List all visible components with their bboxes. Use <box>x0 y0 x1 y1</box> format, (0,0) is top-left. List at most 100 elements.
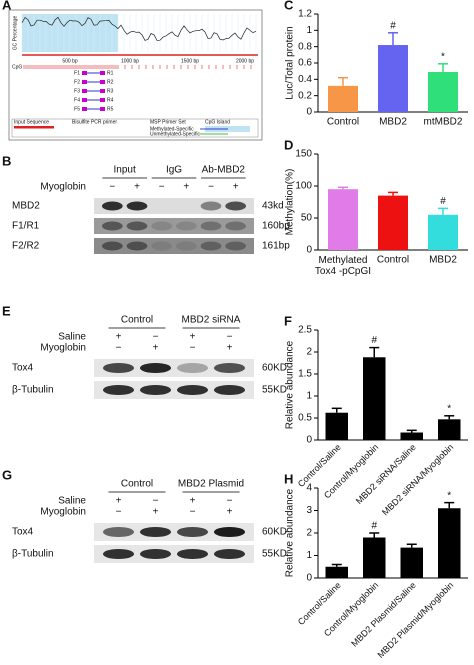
blot-band <box>176 548 209 560</box>
significance-mark: * <box>447 490 451 501</box>
legend-text: MSP Primer Set <box>150 119 186 125</box>
blot-band <box>139 362 172 374</box>
bar <box>378 195 408 250</box>
significance-mark: # <box>390 20 396 31</box>
y-tick-label: 2.5 <box>298 325 312 336</box>
primer-box <box>82 80 87 84</box>
gc-curve <box>21 16 257 41</box>
blot-band <box>102 384 135 396</box>
y-tick-label: 2 <box>306 347 312 358</box>
diagram-axis-label: 1500 bp <box>181 58 199 64</box>
primer-forward: F4 <box>74 97 80 103</box>
blot-band <box>176 384 209 396</box>
primer-forward: F1 <box>74 70 80 76</box>
condition-sign: + <box>233 182 239 193</box>
y-tick-label: 150 <box>295 149 312 160</box>
row-label: F1/R1 <box>12 221 40 232</box>
y-tick-label: 0.4 <box>298 74 312 85</box>
primer-box <box>82 98 87 102</box>
primer-box <box>100 107 105 111</box>
y-tick-label: 1 <box>306 550 312 561</box>
primer-box <box>82 71 87 75</box>
bar <box>378 45 408 112</box>
row-label: Tox4 <box>12 527 34 538</box>
blot-band <box>175 241 197 251</box>
primer-reverse: R4 <box>107 97 114 103</box>
group-label: Ab-MBD2 <box>202 165 246 176</box>
panel-label: D <box>284 137 293 152</box>
blot-band <box>200 221 222 231</box>
y-tick-label: 3 <box>306 505 312 516</box>
bar <box>400 432 423 440</box>
group-label: Control <box>121 479 153 490</box>
bar <box>438 508 461 578</box>
blot-band <box>151 221 173 231</box>
blot-band <box>225 201 247 211</box>
blot-band <box>151 241 173 251</box>
y-tick-label: 2 <box>306 528 312 539</box>
blot-strip <box>94 545 254 563</box>
blot-band <box>176 362 209 374</box>
y-axis-label: Relative abundance <box>285 340 296 429</box>
condition-sign: + <box>190 332 196 343</box>
significance-mark: * <box>447 403 451 414</box>
significance-mark: * <box>441 51 445 62</box>
y-tick-label: 1 <box>306 391 312 402</box>
group-label: MBD2 Plasmid <box>178 479 244 490</box>
x-tick-label: MBD2 siRNA/Myoglobin <box>380 442 455 517</box>
blot-band <box>139 526 172 538</box>
blot-band <box>213 384 246 396</box>
bar <box>325 412 348 440</box>
condition-sign: − <box>109 182 115 193</box>
condition-sign: − <box>190 507 196 518</box>
y-tick-label: 50 <box>301 213 313 224</box>
legend-text: Unmethylated-Specific <box>150 131 201 137</box>
condition-sign: + <box>190 496 196 507</box>
blot-band <box>102 526 135 538</box>
blot-band <box>213 362 246 374</box>
primer-box <box>100 80 105 84</box>
bar <box>438 419 461 440</box>
y-tick-label: 100 <box>295 181 312 192</box>
panel-label: H <box>284 471 293 486</box>
primer-forward: F2 <box>74 79 80 85</box>
blot-band <box>175 221 197 231</box>
y-axis-label: Relative abundance <box>285 488 296 577</box>
panel-label: F <box>284 313 292 328</box>
y-tick-label: 0 <box>306 107 312 118</box>
bar <box>363 537 386 578</box>
condition-label: Saline <box>58 332 86 343</box>
condition-label: Myoglobin <box>40 182 86 193</box>
primer-box <box>100 71 105 75</box>
condition-sign: + <box>116 496 122 507</box>
condition-label: Myoglobin <box>40 343 86 354</box>
y-tick-label: 0 <box>306 573 312 584</box>
condition-label: Myoglobin <box>40 507 86 518</box>
blot-band <box>126 221 148 231</box>
blot-band <box>213 548 246 560</box>
x-tick-label: Methylated Tox4 -pCpGI <box>315 255 371 277</box>
condition-sign: − <box>190 343 196 354</box>
legend-box <box>11 118 259 138</box>
blot-strip <box>94 359 254 377</box>
y-axis-label: Luc/Total protein <box>285 26 296 99</box>
y-tick-label: 1 <box>306 25 312 36</box>
primer-box <box>100 98 105 102</box>
size-label: 55KD <box>262 385 287 396</box>
blot-band <box>102 548 135 560</box>
condition-sign: − <box>153 332 159 343</box>
row-label: β-Tubulin <box>12 549 54 560</box>
x-tick-label: Control <box>327 117 359 128</box>
blot-band <box>213 526 246 538</box>
legend-text: Input Sequence <box>14 119 49 125</box>
blot-band <box>102 362 135 374</box>
blot-strip <box>94 523 254 541</box>
panel-label: B <box>2 153 11 168</box>
legend-text: CpG Island <box>205 119 230 125</box>
panel-label: A <box>2 0 12 12</box>
track-label: CpG <box>12 64 22 70</box>
condition-label: Saline <box>58 496 86 507</box>
row-label: Tox4 <box>12 363 34 374</box>
primer-box <box>82 89 87 93</box>
